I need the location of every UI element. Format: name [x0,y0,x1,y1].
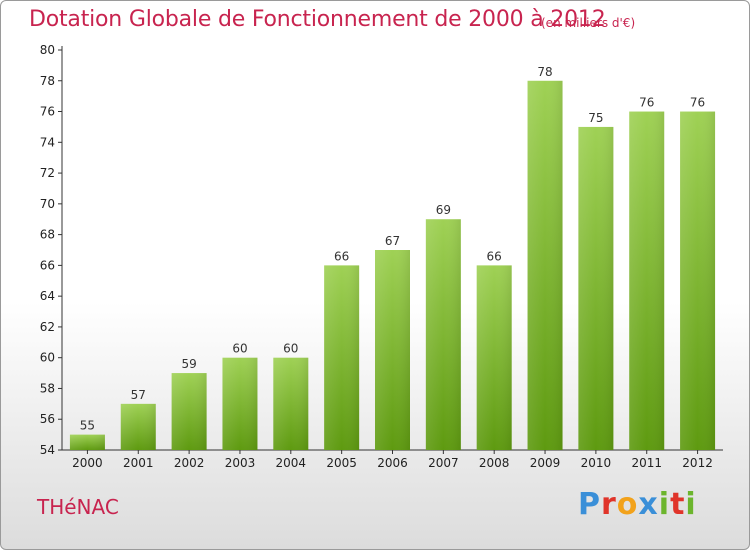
y-axis: 54 56 58 60 62 64 66 68 70 72 74 76 78 80 [40,43,63,457]
y-tick-label: 66 [40,258,55,272]
data-label: 60 [283,342,298,356]
bar-shade [222,357,258,450]
data-label: 66 [487,249,502,263]
bar-shade [629,111,665,451]
y-tick-label: 60 [40,351,55,365]
y-tick-label: 74 [40,135,55,149]
bar-shade [527,80,563,451]
y-tick-label: 80 [40,43,55,57]
logo-letter: i [685,487,697,522]
bar-shade [425,219,461,450]
bar-shade [578,126,614,450]
x-tick-label: 2004 [276,456,307,470]
data-label: 78 [537,65,552,79]
logo-letter: i [658,487,671,522]
x-tick-label: 2009 [530,456,561,470]
bar-shade [324,265,360,450]
bar-shade [171,373,207,450]
data-label: 57 [131,388,146,402]
y-tick-label: 70 [40,197,55,211]
data-label: 75 [588,111,603,125]
logo-letter: t [670,487,686,522]
data-label: 76 [639,96,654,110]
chart-title: Dotation Globale de Fonctionnement de 20… [29,7,606,32]
bar-shade [680,111,716,451]
data-label: 69 [436,203,451,217]
value-labels: 55 57 59 60 60 66 67 69 66 78 75 76 76 [80,65,705,433]
bar-shade [476,265,512,450]
chart-subtitle: (en milliers d'€) [541,16,636,30]
bars [69,80,716,451]
x-tick-label: 2003 [225,456,256,470]
bar-shade [120,403,156,450]
data-label: 55 [80,419,95,433]
logo-letter: o [616,487,639,522]
data-label: 67 [385,234,400,248]
data-label: 59 [181,357,196,371]
y-tick-label: 58 [40,381,55,395]
data-label: 66 [334,249,349,263]
y-tick-label: 72 [40,166,55,180]
data-label: 60 [232,342,247,356]
bar-shade [69,434,105,450]
y-tick-label: 62 [40,320,55,334]
x-axis: 2000 2001 2002 2003 2004 2005 2006 2007 2008 2009… [62,449,723,470]
x-tick-label: 2002 [174,456,205,470]
logo-letter: r [601,487,617,522]
bar-shade [375,250,410,450]
y-tick-label: 78 [40,74,55,88]
x-tick-label: 2010 [581,456,612,470]
logo-letter: x [638,487,659,522]
commune-name: THéNAC [37,495,119,519]
x-tick-label: 2008 [479,456,510,470]
x-tick-label: 2001 [123,456,154,470]
x-tick-label: 2005 [326,456,357,470]
x-tick-label: 2006 [377,456,408,470]
proxiti-logo: Proxiti [578,487,697,522]
y-tick-label: 54 [40,443,55,457]
x-tick-label: 2012 [682,456,713,470]
x-tick-label: 2000 [72,456,103,470]
x-tick-label: 2007 [428,456,459,470]
y-tick-label: 56 [40,412,55,426]
y-tick-label: 68 [40,228,55,242]
data-label: 76 [690,96,705,110]
logo-letter: P [578,487,601,522]
bar-shade [273,357,309,450]
x-tick-label: 2011 [631,456,662,470]
y-tick-label: 76 [40,105,55,119]
y-tick-label: 64 [40,289,55,303]
